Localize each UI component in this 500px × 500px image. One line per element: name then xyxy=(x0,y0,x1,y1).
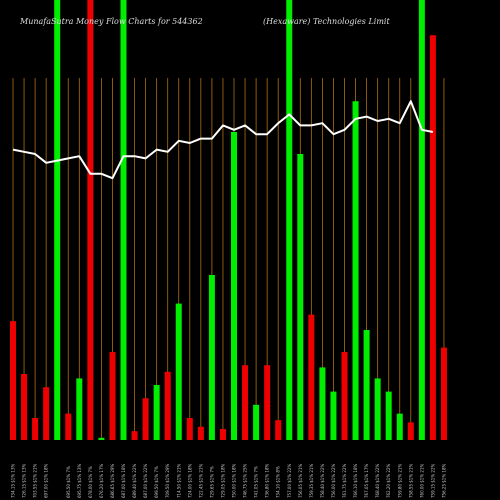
tick-label: 760.00 $1% 21% xyxy=(419,463,424,498)
tick-label: 756.00 $1% 22% xyxy=(331,463,336,498)
bar xyxy=(253,404,260,440)
bar xyxy=(396,413,403,440)
bar xyxy=(43,387,50,440)
tick-label: 695.75 $1% 13% xyxy=(77,463,82,498)
bar xyxy=(219,429,226,440)
tick-label: 758.55 $1% 21% xyxy=(408,463,413,498)
tick-label: 709.50 $1% 29% xyxy=(165,463,170,498)
tick-label: 724.00 $1% 18% xyxy=(187,463,192,498)
tick-label: 678.00 $1% 7% xyxy=(88,466,93,498)
money-flow-line xyxy=(12,100,434,180)
bar xyxy=(109,352,116,440)
tick-label: 768.40 $1% 22% xyxy=(375,463,380,498)
tick-label: 687.00 $1% 18% xyxy=(121,463,126,498)
tick-label: 729.65 $1% 7% xyxy=(209,466,214,498)
bar xyxy=(186,418,193,440)
bar xyxy=(197,426,204,440)
chart-title-right: (Hexaware) Technologies Limit xyxy=(263,17,390,26)
tick-label: 734.10 $1% 8% xyxy=(276,466,281,498)
bar xyxy=(440,347,447,440)
tick-label: 759.35 $1% 21% xyxy=(309,463,314,498)
tick-label: 766.10 $1% 18% xyxy=(353,463,358,498)
bar xyxy=(374,378,381,440)
bar xyxy=(98,437,105,440)
bar xyxy=(131,431,138,440)
bar xyxy=(208,275,215,440)
tick-label: 726.15 $1% 13% xyxy=(22,463,27,498)
tick-label: 757.00 $1% 22% xyxy=(287,463,292,498)
tick-label: 695.50 $1% 7% xyxy=(66,466,71,498)
x-tick-labels: 734.15 $1% 13% 726.15 $1% 13% 703.55 $1% 2… xyxy=(11,463,447,498)
line-series xyxy=(12,100,434,180)
bar xyxy=(330,391,337,440)
bar xyxy=(286,0,293,440)
tick-label: 750.00 $1% 18% xyxy=(232,463,237,498)
tick-label: 767.05 $1% 17% xyxy=(364,463,369,498)
chart-title-left: MunafaSutra Money Flow Charts for 544362 xyxy=(19,17,203,26)
bar xyxy=(10,321,16,440)
tick-label: 676.20 $1% 17% xyxy=(99,463,104,498)
tick-label: 699.50 $1% 7% xyxy=(154,466,159,498)
bar xyxy=(264,365,271,440)
bar xyxy=(153,385,160,440)
tick-label: 761.75 $1% 22% xyxy=(342,463,347,498)
bar xyxy=(418,0,425,440)
bar xyxy=(32,418,39,440)
tick-label: 762.20 $1% 22% xyxy=(386,463,391,498)
bar xyxy=(297,154,304,440)
tick-label: 703.55 $1% 21% xyxy=(33,463,38,498)
bar xyxy=(429,35,436,440)
tick-label: 734.15 $1% 13% xyxy=(11,463,16,498)
tick-label: 714.50 $1% 21% xyxy=(176,463,181,498)
bar xyxy=(87,0,94,440)
bar-series xyxy=(10,0,447,440)
bar xyxy=(407,422,414,440)
bar xyxy=(21,374,28,440)
tick-label: 759.15 $1% 22% xyxy=(430,463,435,498)
bar xyxy=(120,0,127,440)
bar xyxy=(242,365,249,440)
bar xyxy=(54,0,61,440)
bar xyxy=(352,101,359,440)
tick-label: 697.00 $1% 18% xyxy=(44,463,49,498)
tick-label: 741.05 $1% 7% xyxy=(254,466,259,498)
tick-label: 686.65 $1% 29% xyxy=(110,463,115,498)
bar xyxy=(308,314,315,440)
bar xyxy=(231,132,237,440)
bar xyxy=(319,367,326,440)
tick-label: 756.05 $1% 21% xyxy=(298,463,303,498)
bar xyxy=(65,413,72,440)
tick-label: 746.75 $1% 25% xyxy=(243,463,248,498)
bar xyxy=(76,378,83,440)
tick-label: 729.05 $1% 18% xyxy=(220,463,225,498)
bar xyxy=(275,420,282,440)
bar xyxy=(142,398,149,440)
bar xyxy=(341,352,348,440)
bar xyxy=(164,371,171,440)
bar xyxy=(385,391,392,440)
tick-label: 722.45 $1% 21% xyxy=(198,463,203,498)
tick-label: 759.80 $1% 21% xyxy=(397,463,402,498)
tick-label: 687.00 $1% 22% xyxy=(143,463,148,498)
bar xyxy=(175,303,182,440)
bar xyxy=(363,330,370,440)
tick-label: 736.80 $1% 18% xyxy=(265,463,270,498)
tick-label: 689.40 $1% 22% xyxy=(132,463,137,498)
tick-label: 756.25 $1% 18% xyxy=(441,463,446,498)
tick-label: 758.40 $1% 22% xyxy=(320,463,325,498)
